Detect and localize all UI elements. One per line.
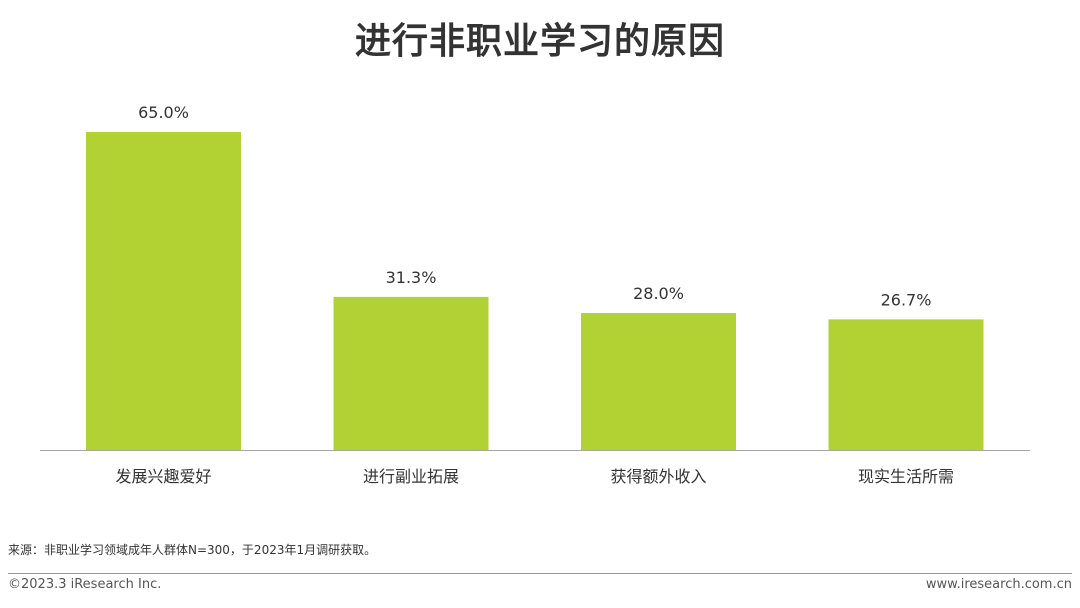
bar-1	[86, 132, 241, 450]
category-label-1: 发展兴趣爱好	[115, 467, 211, 486]
website-link[interactable]: www.iresearch.com.cn	[925, 577, 1072, 592]
data-label-4: 26.7%	[881, 290, 932, 309]
data-label-3: 28.0%	[633, 284, 684, 303]
category-label-2: 进行副业拓展	[363, 467, 459, 486]
category-label-4: 现实生活所需	[858, 467, 954, 486]
footer-divider	[8, 573, 1072, 574]
copyright-text: ©2023.3 iResearch Inc.	[8, 577, 162, 592]
category-label-3: 获得额外收入	[610, 467, 706, 486]
bar-3	[581, 313, 736, 450]
data-label-1: 65.0%	[138, 103, 189, 122]
chart-title: 进行非职业学习的原因	[354, 21, 725, 62]
source-note: 来源：非职业学习领域成年人群体N=300，于2023年1月调研获取。	[8, 543, 377, 557]
bar-2	[333, 296, 489, 450]
bar-4	[828, 319, 984, 450]
data-label-2: 31.3%	[386, 268, 437, 287]
